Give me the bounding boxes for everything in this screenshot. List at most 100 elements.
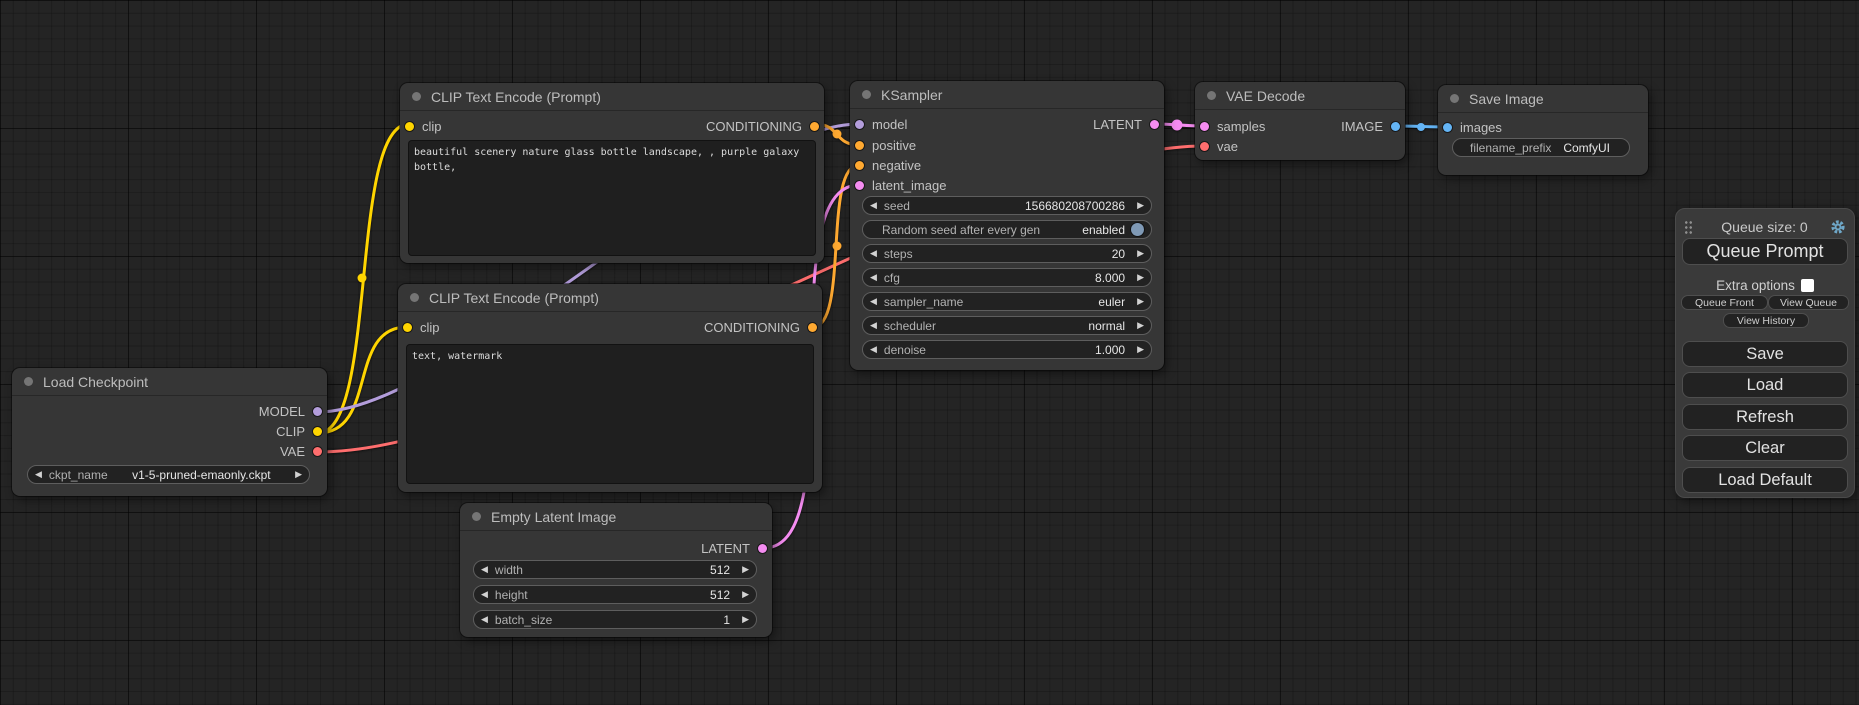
widget-denoise[interactable]: ◀ denoise 1.000 ▶ xyxy=(862,340,1152,359)
widget-seed[interactable]: ◀ seed 156680208700286 ▶ xyxy=(862,196,1152,215)
samples-input-dot[interactable] xyxy=(1200,121,1209,131)
node-title-bar[interactable]: Save Image xyxy=(1438,85,1648,113)
increment-arrow-icon[interactable]: ▶ xyxy=(1137,320,1144,330)
clip-input-dot[interactable] xyxy=(405,121,414,131)
node-clip-text-encode-positive[interactable]: CLIP Text Encode (Prompt) clip CONDITION… xyxy=(400,83,824,263)
widget-width[interactable]: ◀ width 512 ▶ xyxy=(473,560,757,579)
widget-batch-size[interactable]: ◀ batch_size 1 ▶ xyxy=(473,610,757,629)
positive-input-dot[interactable] xyxy=(855,140,864,150)
widget-value: 1 xyxy=(723,612,731,627)
node-vae-decode[interactable]: VAE Decode samples IMAGE vae xyxy=(1195,82,1405,160)
decrement-arrow-icon[interactable]: ◀ xyxy=(870,320,877,330)
extra-options-checkbox[interactable] xyxy=(1800,278,1814,292)
collapse-dot-icon[interactable] xyxy=(472,512,481,521)
decrement-arrow-icon[interactable]: ◀ xyxy=(870,272,877,282)
clip-output-dot[interactable] xyxy=(313,426,322,436)
increment-arrow-icon[interactable]: ▶ xyxy=(295,469,302,479)
toggle-icon[interactable] xyxy=(1131,223,1144,236)
node-save-image[interactable]: Save Image images filename_prefix ComfyU… xyxy=(1438,85,1648,175)
output-label: MODEL xyxy=(258,403,305,419)
decrement-arrow-icon[interactable]: ◀ xyxy=(870,200,877,210)
node-title-bar[interactable]: Empty Latent Image xyxy=(460,503,772,531)
decrement-arrow-icon[interactable]: ◀ xyxy=(35,469,42,479)
decrement-arrow-icon[interactable]: ◀ xyxy=(870,248,877,258)
clear-button[interactable]: Clear xyxy=(1682,435,1848,461)
node-empty-latent-image[interactable]: Empty Latent Image LATENT ◀ width 512 ▶ … xyxy=(460,503,772,637)
link-midpoint-dot[interactable] xyxy=(1417,123,1425,131)
widget-scheduler[interactable]: ◀ scheduler normal ▶ xyxy=(862,316,1152,335)
widget-sampler-name[interactable]: ◀ sampler_name euler ▶ xyxy=(862,292,1152,311)
widget-filename-prefix[interactable]: filename_prefix ComfyUI xyxy=(1452,138,1630,157)
latent-image-input-dot[interactable] xyxy=(855,180,864,190)
widget-steps[interactable]: ◀ steps 20 ▶ xyxy=(862,244,1152,263)
wire-clip-to-positive-prompt[interactable] xyxy=(316,122,411,435)
view-history-button[interactable]: View History xyxy=(1723,313,1809,328)
widget-label: scheduler xyxy=(883,318,936,333)
increment-arrow-icon[interactable]: ▶ xyxy=(1137,272,1144,282)
collapse-dot-icon[interactable] xyxy=(1450,94,1459,103)
decrement-arrow-icon[interactable]: ◀ xyxy=(481,564,488,574)
conditioning-output-dot[interactable] xyxy=(808,322,817,332)
node-title-bar[interactable]: VAE Decode xyxy=(1195,82,1405,110)
prompt-textarea[interactable]: text, watermark xyxy=(406,344,814,484)
node-title-bar[interactable]: CLIP Text Encode (Prompt) xyxy=(400,83,824,111)
clip-input-dot[interactable] xyxy=(403,322,412,332)
latent-output-dot[interactable] xyxy=(758,543,767,553)
link-midpoint-dot[interactable] xyxy=(1171,119,1183,131)
widget-height[interactable]: ◀ height 512 ▶ xyxy=(473,585,757,604)
images-input-dot[interactable] xyxy=(1443,122,1452,132)
node-load-checkpoint[interactable]: Load Checkpoint MODEL CLIP VAE ◀ ckpt_na… xyxy=(12,368,327,496)
increment-arrow-icon[interactable]: ▶ xyxy=(742,614,749,624)
queue-front-button[interactable]: Queue Front xyxy=(1681,295,1768,310)
widget-label: steps xyxy=(883,246,913,261)
widget-label: ckpt_name xyxy=(48,467,108,482)
load-default-button[interactable]: Load Default xyxy=(1682,467,1848,493)
view-queue-button[interactable]: View Queue xyxy=(1768,295,1849,310)
prompt-textarea[interactable]: beautiful scenery nature glass bottle la… xyxy=(408,140,816,256)
widget-random-seed-toggle[interactable]: Random seed after every gen enabled xyxy=(862,220,1152,239)
node-title-bar[interactable]: Load Checkpoint xyxy=(12,368,327,396)
save-button[interactable]: Save xyxy=(1682,341,1848,367)
latent-output-dot[interactable] xyxy=(1150,119,1159,129)
node-ksampler[interactable]: KSampler model LATENT positive negative … xyxy=(850,81,1164,370)
negative-input-dot[interactable] xyxy=(855,160,864,170)
collapse-dot-icon[interactable] xyxy=(412,92,421,101)
link-midpoint-dot[interactable] xyxy=(832,129,842,139)
decrement-arrow-icon[interactable]: ◀ xyxy=(481,589,488,599)
widget-ckpt-name[interactable]: ◀ ckpt_name v1-5-pruned-emaonly.ckpt ▶ xyxy=(27,465,310,484)
input-label: vae xyxy=(1217,138,1238,154)
collapse-dot-icon[interactable] xyxy=(410,293,419,302)
decrement-arrow-icon[interactable]: ◀ xyxy=(870,344,877,354)
increment-arrow-icon[interactable]: ▶ xyxy=(742,564,749,574)
node-clip-text-encode-negative[interactable]: CLIP Text Encode (Prompt) clip CONDITION… xyxy=(398,284,822,492)
wire-clip-to-negative-prompt[interactable] xyxy=(316,325,409,435)
widget-cfg[interactable]: ◀ cfg 8.000 ▶ xyxy=(862,268,1152,287)
conditioning-output-dot[interactable] xyxy=(810,121,819,131)
node-title-bar[interactable]: CLIP Text Encode (Prompt) xyxy=(398,284,822,312)
node-title-bar[interactable]: KSampler xyxy=(850,81,1164,109)
decrement-arrow-icon[interactable]: ◀ xyxy=(870,296,877,306)
collapse-dot-icon[interactable] xyxy=(862,90,871,99)
link-midpoint-dot[interactable] xyxy=(832,241,842,251)
increment-arrow-icon[interactable]: ▶ xyxy=(1137,296,1144,306)
load-button[interactable]: Load xyxy=(1682,372,1848,398)
model-output-dot[interactable] xyxy=(313,406,322,416)
collapse-dot-icon[interactable] xyxy=(1207,91,1216,100)
increment-arrow-icon[interactable]: ▶ xyxy=(1137,344,1144,354)
increment-arrow-icon[interactable]: ▶ xyxy=(1137,248,1144,258)
increment-arrow-icon[interactable]: ▶ xyxy=(1137,200,1144,210)
increment-arrow-icon[interactable]: ▶ xyxy=(742,589,749,599)
drag-handle-icon[interactable] xyxy=(1684,219,1693,235)
link-midpoint-dot[interactable] xyxy=(357,273,367,283)
widget-label: seed xyxy=(883,198,910,213)
vae-input-dot[interactable] xyxy=(1200,141,1209,151)
image-output-dot[interactable] xyxy=(1391,121,1400,131)
queue-prompt-button[interactable]: Queue Prompt xyxy=(1682,238,1848,265)
collapse-dot-icon[interactable] xyxy=(24,377,33,386)
decrement-arrow-icon[interactable]: ◀ xyxy=(481,614,488,624)
refresh-button[interactable]: Refresh xyxy=(1682,404,1848,430)
gear-icon[interactable] xyxy=(1830,219,1846,235)
model-input-dot[interactable] xyxy=(855,119,864,129)
vae-output-dot[interactable] xyxy=(313,446,322,456)
